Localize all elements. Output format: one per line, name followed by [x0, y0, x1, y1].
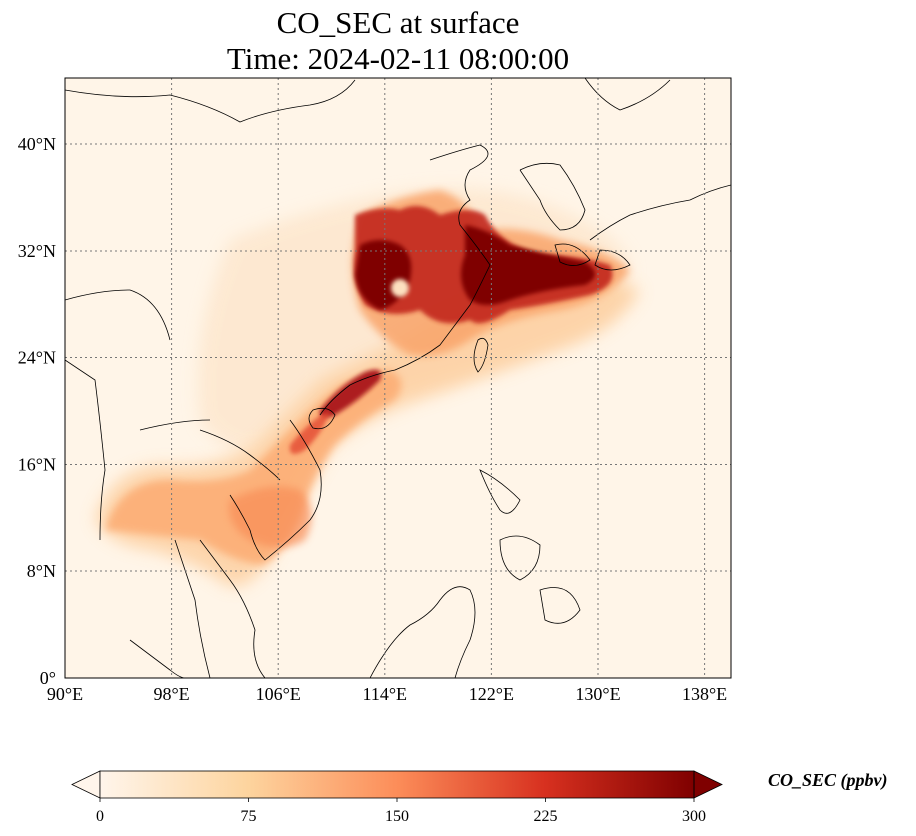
colorbar-extend-max [693, 770, 723, 799]
lon-tick-label: 90°E [47, 684, 83, 704]
colorbar-extend-min [71, 770, 101, 799]
colorbar-tick-label: 150 [385, 808, 409, 825]
map-title: CO_SEC at surface [276, 5, 520, 40]
map-frame [64, 77, 732, 679]
lon-tick-label: 122°E [469, 684, 514, 704]
lat-tick-label: 0° [40, 668, 56, 688]
colorbar-tick-label: 75 [241, 808, 257, 825]
colorbar-tick-label: 0 [96, 808, 104, 825]
lon-tick-label: 98°E [153, 684, 189, 704]
coastlines [65, 78, 731, 678]
lat-tick-label: 16°N [18, 455, 56, 475]
lat-tick-label: 8°N [27, 561, 56, 581]
lon-tick-label: 130°E [575, 684, 620, 704]
gridlines [65, 78, 731, 678]
colorbar-tick-label: 225 [534, 808, 558, 825]
lat-tick-label: 32°N [18, 241, 56, 261]
colorbar-tick-label: 300 [682, 808, 706, 825]
lat-tick-label: 40°N [18, 134, 56, 154]
lon-tick-label: 114°E [363, 684, 408, 704]
lon-tick-label: 106°E [256, 684, 301, 704]
colorbar-gradient [100, 771, 694, 798]
colorbar-label: CO_SEC (ppbv) [768, 770, 888, 790]
colorbar: 0 75 150 225 300 [71, 770, 723, 825]
map-timestamp: Time: 2024-02-11 08:00:00 [226, 41, 570, 76]
lon-tick-label: 138°E [682, 684, 727, 704]
lat-tick-label: 24°N [18, 348, 56, 368]
